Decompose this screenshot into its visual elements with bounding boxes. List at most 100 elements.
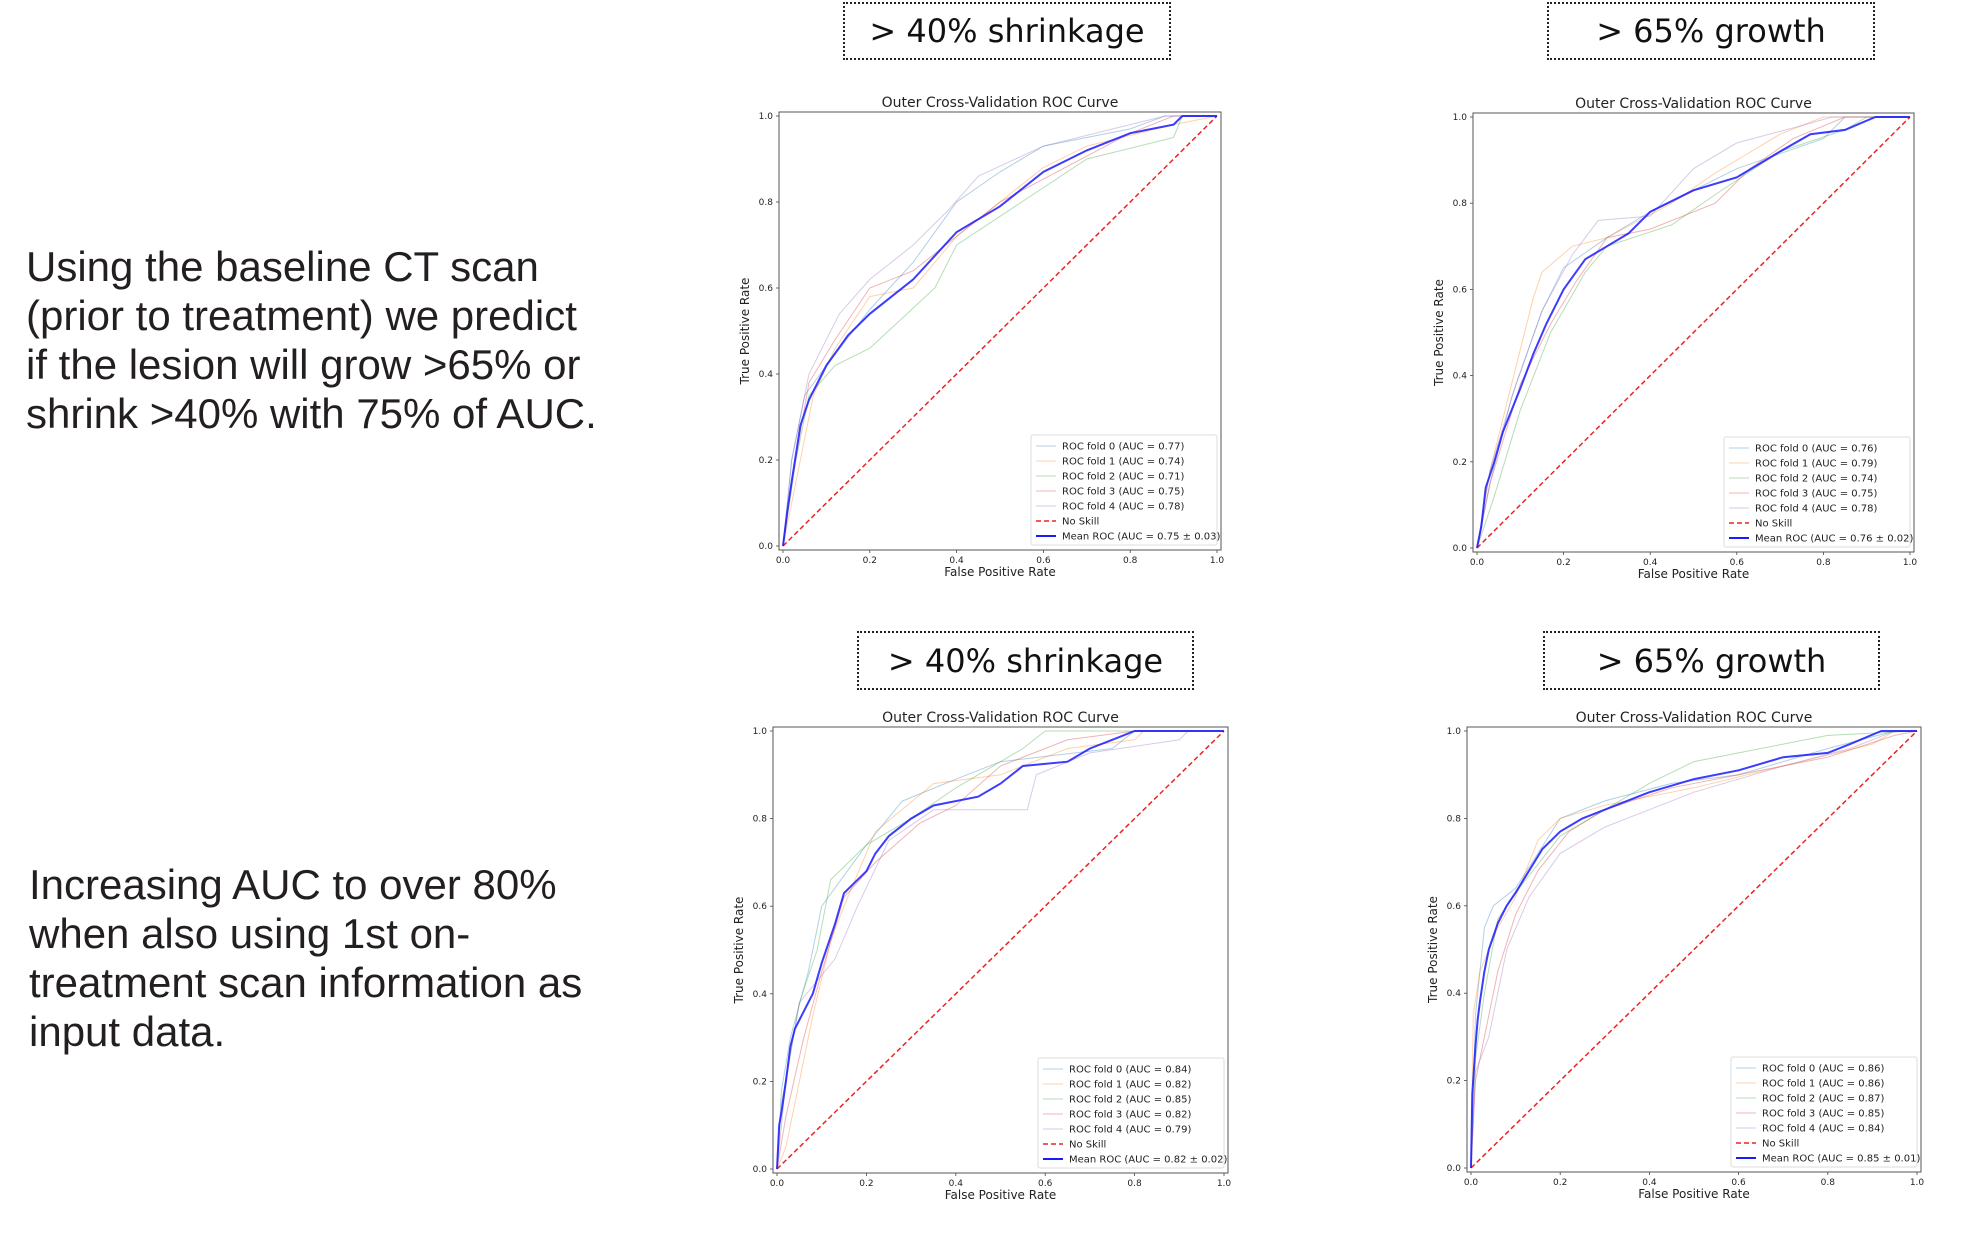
y-tick-label: 0.8 — [759, 198, 774, 208]
legend-label: ROC fold 2 (AUC = 0.71) — [1062, 472, 1185, 483]
mean-roc-line — [1470, 730, 1917, 1169]
legend-label: ROC fold 3 (AUC = 0.82) — [1069, 1110, 1192, 1121]
legend-label: ROC fold 2 (AUC = 0.74) — [1755, 474, 1878, 485]
description-line: shrink >40% with 75% of AUC. — [26, 390, 597, 437]
legend-label: No Skill — [1762, 1139, 1799, 1150]
plot-frame — [1472, 112, 1915, 553]
plot-frame — [778, 111, 1222, 551]
y-tick-label: 1.0 — [1447, 727, 1462, 737]
roc-chart-growth-baseline: Outer Cross-Validation ROC Curve 0.00.0 0.… — [1432, 96, 1917, 581]
roc-fold-3-line — [1470, 730, 1918, 1169]
y-tick-label: 0.8 — [753, 815, 768, 825]
chart-title: Outer Cross-Validation ROC Curve — [882, 710, 1119, 726]
y-tick-label: 0.2 — [753, 1077, 767, 1087]
legend-box — [1037, 1057, 1225, 1169]
x-tick-label: 0.0 — [770, 1179, 785, 1189]
legend-label: No Skill — [1062, 517, 1099, 528]
y-tick-label: 0.4 — [1447, 989, 1462, 999]
y-axis-label: True Positive Rate — [732, 897, 746, 1005]
x-tick-label: 0.8 — [1816, 558, 1831, 568]
legend-label: ROC fold 4 (AUC = 0.84) — [1762, 1124, 1885, 1135]
x-tick-label: 0.8 — [1123, 556, 1138, 566]
roc-fold-1-line — [1470, 730, 1917, 1169]
y-tick-label: 0.0 — [759, 542, 774, 552]
roc-fold-3-line — [782, 115, 1217, 547]
legend: ROC fold 0 (AUC = 0.77) ROC fold 1 (AUC =… — [1030, 434, 1220, 546]
legend-label: ROC fold 3 (AUC = 0.75) — [1755, 489, 1878, 500]
y-tick-label: 1.0 — [753, 727, 768, 737]
header-growth-baseline: > 65% growth — [1547, 2, 1875, 60]
legend-label: ROC fold 0 (AUC = 0.84) — [1069, 1065, 1192, 1076]
x-tick-label: 0.6 — [1038, 1179, 1053, 1189]
y-tick-label: 0.6 — [1453, 285, 1468, 295]
x-axis-label: False Positive Rate — [945, 1188, 1057, 1202]
x-tick-label: 0.4 — [1643, 558, 1658, 568]
y-tick-label: 0.0 — [753, 1165, 768, 1175]
y-tick-label: 0.0 — [1447, 1164, 1462, 1174]
x-tick-label: 0.0 — [776, 556, 791, 566]
x-tick-label: 0.0 — [1470, 558, 1485, 568]
x-tick-label: 0.2 — [1553, 1178, 1567, 1188]
legend-label: ROC fold 3 (AUC = 0.75) — [1062, 487, 1185, 498]
description-line: when also using 1st on- — [29, 910, 471, 957]
description-baseline: Using the baseline CT scan (prior to tre… — [26, 242, 597, 438]
x-axis-label: False Positive Rate — [1638, 1187, 1750, 1201]
description-line: treatment scan information as — [29, 959, 583, 1006]
legend-label: ROC fold 2 (AUC = 0.85) — [1069, 1095, 1192, 1106]
legend-label: ROC fold 0 (AUC = 0.76) — [1755, 444, 1878, 455]
x-tick-label: 0.2 — [1556, 558, 1570, 568]
roc-fold-0-line — [782, 115, 1217, 547]
description-line: Increasing AUC to over 80% — [29, 861, 557, 908]
legend-label: Mean ROC (AUC = 0.82 ± 0.02) — [1069, 1155, 1227, 1166]
description-line: if the lesion will grow >65% or — [26, 341, 581, 388]
y-tick-label: 0.2 — [1447, 1077, 1461, 1087]
mean-roc-line — [776, 730, 1224, 1170]
mean-roc-line — [1476, 116, 1910, 549]
roc-fold-4-line — [782, 115, 1217, 547]
x-tick-label: 0.0 — [1464, 1178, 1479, 1188]
roc-fold-0-line — [776, 730, 1224, 1170]
x-tick-label: 0.6 — [1036, 556, 1051, 566]
y-tick-label: 0.4 — [753, 990, 768, 1000]
description-line: Using the baseline CT scan — [26, 243, 539, 290]
x-tick-label: 0.4 — [949, 556, 964, 566]
y-tick-label: 0.4 — [759, 370, 774, 380]
roc-fold-0-line — [1470, 730, 1917, 1169]
legend-label: ROC fold 1 (AUC = 0.82) — [1069, 1080, 1192, 1091]
no-skill-line — [776, 730, 1225, 1170]
plot-frame — [1466, 726, 1922, 1173]
legend-label: ROC fold 1 (AUC = 0.86) — [1762, 1079, 1885, 1090]
legend-box — [1030, 434, 1218, 546]
x-axis-label: False Positive Rate — [944, 565, 1056, 579]
y-tick-label: 0.4 — [1453, 372, 1468, 382]
x-tick-label: 0.8 — [1821, 1178, 1836, 1188]
description-line: (prior to treatment) we predict — [26, 292, 577, 339]
header-shrinkage-on-treatment: > 40% shrinkage — [857, 631, 1194, 690]
y-axis-label: True Positive Rate — [1426, 896, 1440, 1004]
no-skill-line — [1470, 730, 1918, 1169]
x-tick-label: 0.6 — [1731, 1178, 1746, 1188]
y-tick-label: 0.8 — [1453, 199, 1468, 209]
x-tick-label: 0.6 — [1730, 558, 1745, 568]
description-line: input data. — [29, 1008, 226, 1055]
roc-chart-shrinkage-baseline: Outer Cross-Validation ROC Curve 0.00.0 0.… — [738, 95, 1224, 579]
roc-fold-1-line — [776, 730, 1224, 1170]
legend-label: Mean ROC (AUC = 0.85 ± 0.01) — [1762, 1154, 1920, 1165]
roc-chart-shrinkage-on-treatment: Outer Cross-Validation ROC Curve 0.00.0 0.… — [732, 710, 1231, 1202]
roc-fold-2-line — [1470, 730, 1918, 1169]
legend-label: ROC fold 1 (AUC = 0.74) — [1062, 457, 1185, 468]
x-tick-label: 0.8 — [1127, 1179, 1142, 1189]
legend-label: ROC fold 4 (AUC = 0.78) — [1755, 504, 1878, 515]
x-tick-label: 0.2 — [863, 556, 877, 566]
y-tick-label: 0.2 — [759, 456, 773, 466]
x-tick-label: 0.4 — [1642, 1178, 1657, 1188]
header-shrinkage-baseline: > 40% shrinkage — [843, 2, 1171, 60]
y-tick-label: 1.0 — [759, 112, 774, 122]
legend-label: ROC fold 4 (AUC = 0.79) — [1069, 1125, 1192, 1136]
legend: ROC fold 0 (AUC = 0.76) ROC fold 1 (AUC =… — [1723, 436, 1913, 548]
y-tick-label: 0.2 — [1453, 458, 1467, 468]
x-tick-label: 1.0 — [1217, 1179, 1232, 1189]
y-axis-label: True Positive Rate — [1432, 279, 1446, 387]
roc-fold-4-line — [1476, 116, 1910, 549]
